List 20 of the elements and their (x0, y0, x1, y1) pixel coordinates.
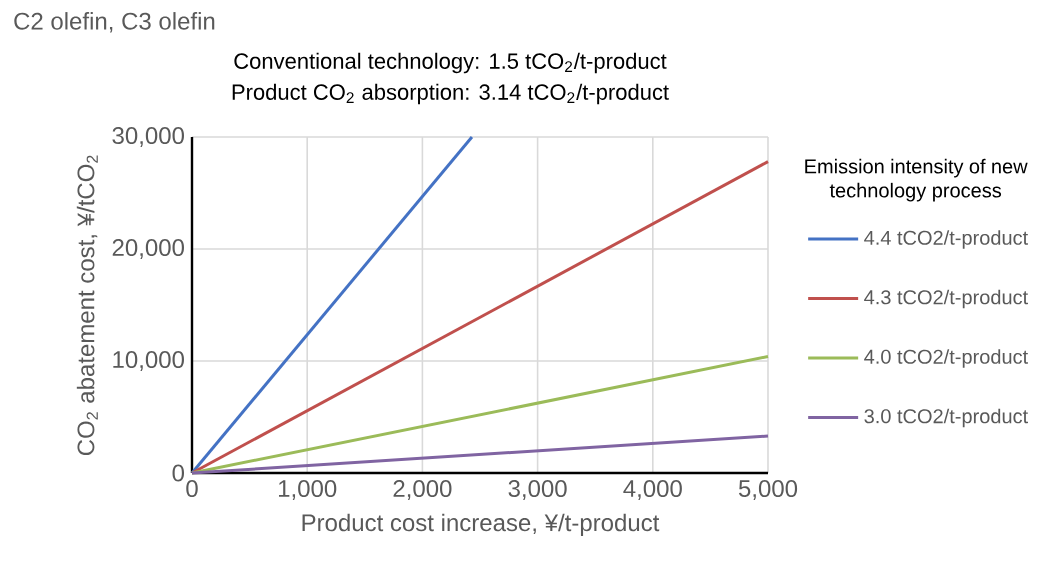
legend-label: 4.3 tCO2/t-product (864, 289, 1029, 309)
x-tick-label: 5,000 (738, 480, 798, 500)
x-tick-label: 2,000 (393, 480, 452, 500)
y-axis-title: CO$_{2}$ abatement cost, ¥/tCO$_{2}$ (76, 155, 98, 456)
text: Product CO$_{2}$ absorption: 3.14 tCO$_{2}$/t-product (232, 83, 669, 105)
legend-label: 3.0 tCO2/t-product (864, 408, 1029, 428)
text: Conventional technology: 1.5 tCO$_{2}$/t-product (234, 52, 667, 74)
x-axis-title: Product cost increase, ¥/t-product (302, 513, 660, 536)
legend-label: 4.0 tCO2/t-product (864, 349, 1029, 368)
y-tick-label: 0 (172, 464, 185, 482)
x-tick-label: 3,000 (508, 480, 567, 500)
x-tick-label: 1,000 (278, 480, 337, 500)
y-tick-label: 30,000 (112, 127, 184, 147)
x-tick-label: 0 (186, 480, 198, 498)
legend-label: 4.4 tCO2/t-product (864, 230, 1029, 249)
x-tick-label: 4,000 (623, 480, 682, 500)
y-tick-label: 10,000 (113, 351, 184, 371)
chart-title: C2 olefin, C3 olefin (14, 12, 215, 33)
legend-title: Emission intensity of new technology process (805, 158, 1028, 202)
y-tick-label: 20,000 (112, 239, 184, 259)
